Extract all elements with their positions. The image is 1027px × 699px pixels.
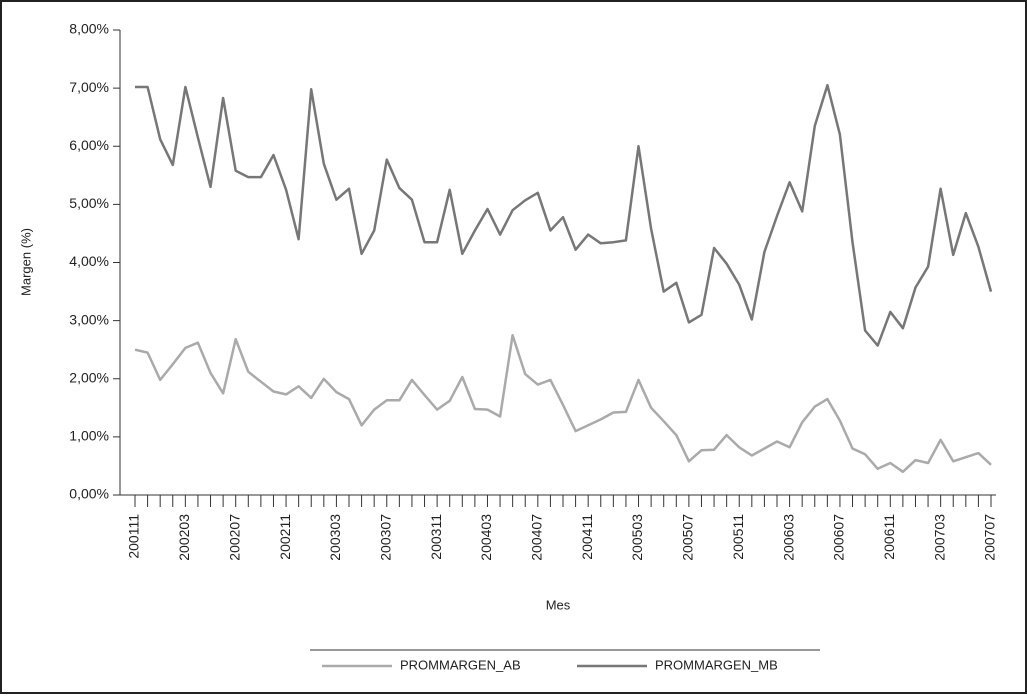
x-tick-label: 200603 — [780, 514, 796, 561]
x-tick-label: 200111 — [126, 514, 142, 559]
y-tick-label: 5,00% — [69, 195, 109, 211]
legend-label: PROMMARGEN_MB — [655, 657, 778, 672]
x-tick-label: 200511 — [730, 514, 746, 560]
x-tick-label: 200307 — [377, 514, 393, 561]
x-tick-label: 200207 — [226, 514, 242, 561]
y-tick-label: 8,00% — [69, 21, 109, 37]
x-tick-label: 200403 — [478, 514, 494, 561]
y-tick-label: 4,00% — [69, 253, 109, 269]
x-tick-label: 200611 — [881, 514, 897, 560]
x-tick-label: 200703 — [931, 514, 947, 561]
x-tick-label: 200203 — [176, 514, 192, 561]
series-line — [134, 333, 992, 474]
legend-label: PROMMARGEN_AB — [400, 657, 521, 672]
y-tick-label: 1,00% — [69, 428, 109, 444]
y-tick-label: 0,00% — [69, 486, 109, 502]
y-tick-label: 2,00% — [69, 369, 109, 385]
x-tick-label: 200411 — [579, 514, 595, 560]
y-tick-label: 6,00% — [69, 137, 109, 153]
y-tick-label: 7,00% — [69, 79, 109, 95]
x-tick-label: 200503 — [629, 514, 645, 561]
x-tick-label: 200407 — [529, 514, 545, 561]
x-tick-label: 200311 — [428, 514, 444, 560]
series-line — [135, 83, 993, 347]
y-axis-label: Margen (%) — [18, 228, 33, 296]
x-axis-label: Mes — [546, 597, 571, 612]
x-tick-label: 200303 — [327, 514, 343, 561]
x-tick-label: 200211 — [277, 514, 293, 560]
x-tick-label: 200607 — [831, 514, 847, 561]
y-tick-label: 3,00% — [69, 311, 109, 327]
x-tick-label: 200707 — [982, 514, 998, 561]
x-tick-label: 200507 — [680, 514, 696, 561]
